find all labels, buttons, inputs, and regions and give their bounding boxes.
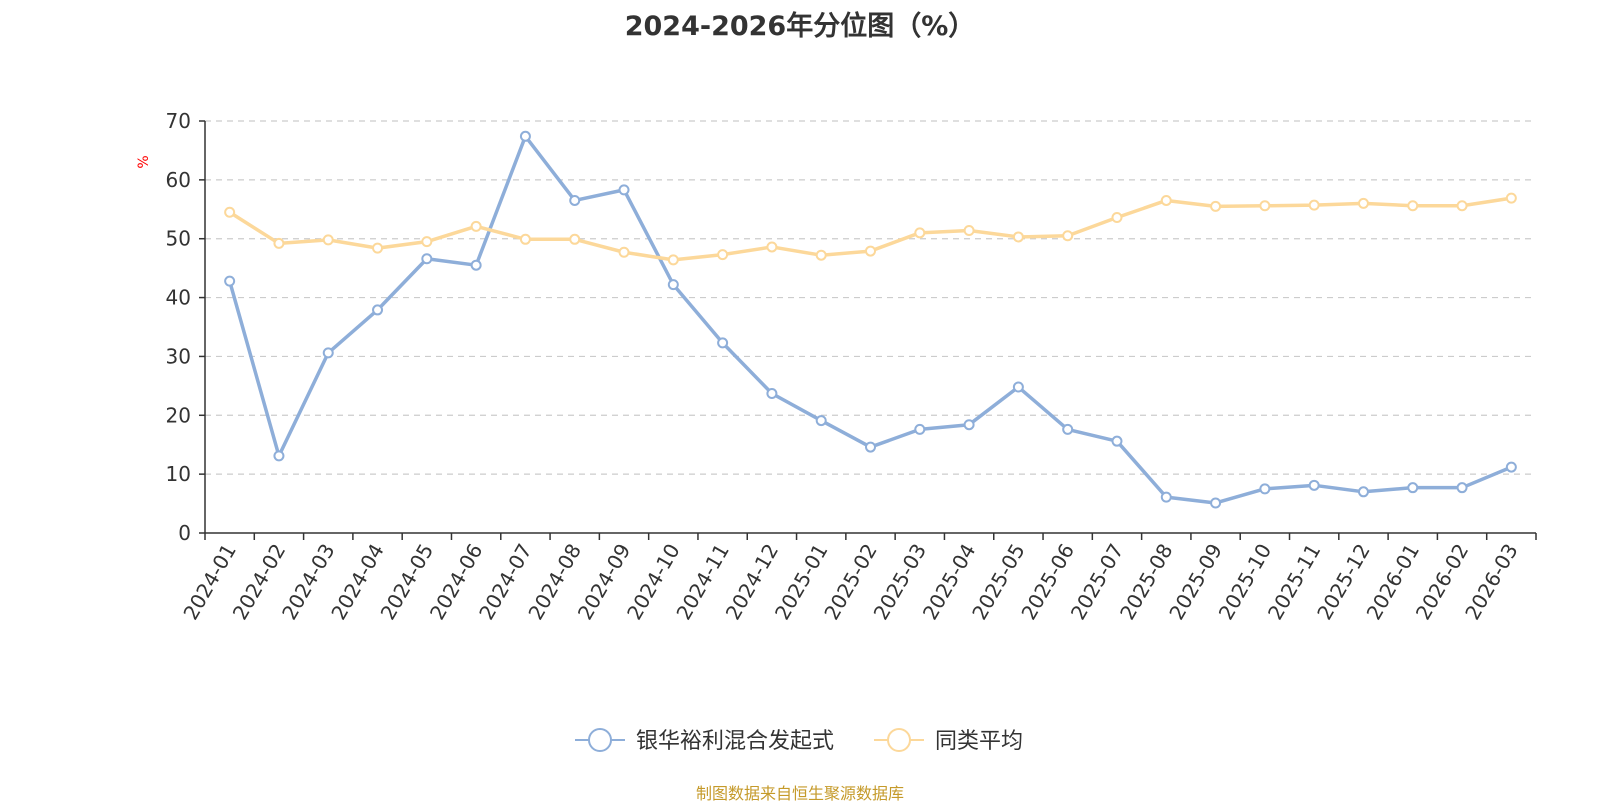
y-tick-label: 40 xyxy=(166,286,191,310)
data-point[interactable] xyxy=(519,233,531,245)
data-point[interactable] xyxy=(766,388,778,400)
data-point[interactable] xyxy=(1505,192,1517,204)
data-point[interactable] xyxy=(1259,483,1271,495)
data-point[interactable] xyxy=(914,423,926,435)
data-point[interactable] xyxy=(1407,482,1419,494)
data-point[interactable] xyxy=(372,304,384,316)
data-point[interactable] xyxy=(1308,479,1320,491)
y-tick-label: 10 xyxy=(166,462,191,486)
data-point[interactable] xyxy=(322,234,334,246)
axes: 010203040506070%2024-012024-022024-03202… xyxy=(136,109,1537,624)
data-point[interactable] xyxy=(815,415,827,427)
legend-label: 银华裕利混合发起式 xyxy=(636,729,834,754)
legend: 银华裕利混合发起式 同类平均 xyxy=(575,728,1023,754)
y-axis-unit: % xyxy=(136,155,152,168)
grid-lines xyxy=(205,120,1536,475)
legend-item-2[interactable]: 同类平均 xyxy=(874,728,1023,754)
data-point[interactable] xyxy=(1308,199,1320,211)
data-point[interactable] xyxy=(569,194,581,206)
data-point[interactable] xyxy=(914,227,926,239)
data-point[interactable] xyxy=(224,206,236,218)
y-tick-label: 30 xyxy=(166,344,191,368)
data-point[interactable] xyxy=(618,246,630,258)
legend-marker xyxy=(887,728,911,752)
data-point[interactable] xyxy=(963,419,975,431)
data-point[interactable] xyxy=(1357,197,1369,209)
data-point[interactable] xyxy=(421,253,433,265)
data-point[interactable] xyxy=(865,245,876,257)
data-point[interactable] xyxy=(717,249,729,261)
series-2 xyxy=(224,192,1517,266)
data-point[interactable] xyxy=(1259,200,1271,212)
legend-marker xyxy=(588,728,612,752)
data-point[interactable] xyxy=(1160,194,1172,206)
data-point[interactable] xyxy=(618,184,630,196)
data-point[interactable] xyxy=(273,450,285,462)
data-point[interactable] xyxy=(1357,486,1369,498)
data-point[interactable] xyxy=(1407,200,1419,212)
data-point[interactable] xyxy=(1062,423,1074,435)
data-point[interactable] xyxy=(1456,200,1468,212)
data-point[interactable] xyxy=(815,249,827,261)
data-point[interactable] xyxy=(273,237,285,249)
data-point[interactable] xyxy=(519,130,531,142)
y-tick-label: 20 xyxy=(166,403,191,427)
data-point[interactable] xyxy=(717,337,729,349)
data-point[interactable] xyxy=(865,441,876,453)
data-point[interactable] xyxy=(1012,381,1024,393)
chart-title: 2024-2026年分位图（%） xyxy=(624,11,976,42)
source-note: 制图数据来自恒生聚源数据库 xyxy=(695,784,904,803)
data-point[interactable] xyxy=(569,233,581,245)
legend-item-1[interactable]: 银华裕利混合发起式 xyxy=(575,728,834,754)
data-point[interactable] xyxy=(1012,231,1024,243)
data-point[interactable] xyxy=(766,241,778,253)
data-point[interactable] xyxy=(667,279,679,291)
data-point[interactable] xyxy=(372,242,384,254)
data-point[interactable] xyxy=(1062,230,1074,242)
data-point[interactable] xyxy=(1210,497,1222,509)
data-point[interactable] xyxy=(1111,435,1123,447)
data-point[interactable] xyxy=(421,236,433,248)
y-tick-label: 50 xyxy=(166,227,191,251)
y-tick-label: 70 xyxy=(166,109,191,133)
series-lines xyxy=(224,130,1517,509)
data-point[interactable] xyxy=(322,347,334,359)
y-tick-label: 0 xyxy=(178,521,191,545)
data-point[interactable] xyxy=(1111,212,1123,224)
data-point[interactable] xyxy=(224,275,236,287)
y-tick-label: 60 xyxy=(166,168,191,192)
data-point[interactable] xyxy=(470,259,482,271)
data-point[interactable] xyxy=(1210,200,1222,212)
legend-label: 同类平均 xyxy=(935,729,1023,754)
data-point[interactable] xyxy=(1160,491,1172,503)
series-1 xyxy=(224,130,1517,509)
data-point[interactable] xyxy=(1505,461,1517,473)
data-point[interactable] xyxy=(1456,482,1468,494)
data-point[interactable] xyxy=(667,254,679,266)
data-point[interactable] xyxy=(470,220,482,232)
data-point[interactable] xyxy=(963,224,975,236)
